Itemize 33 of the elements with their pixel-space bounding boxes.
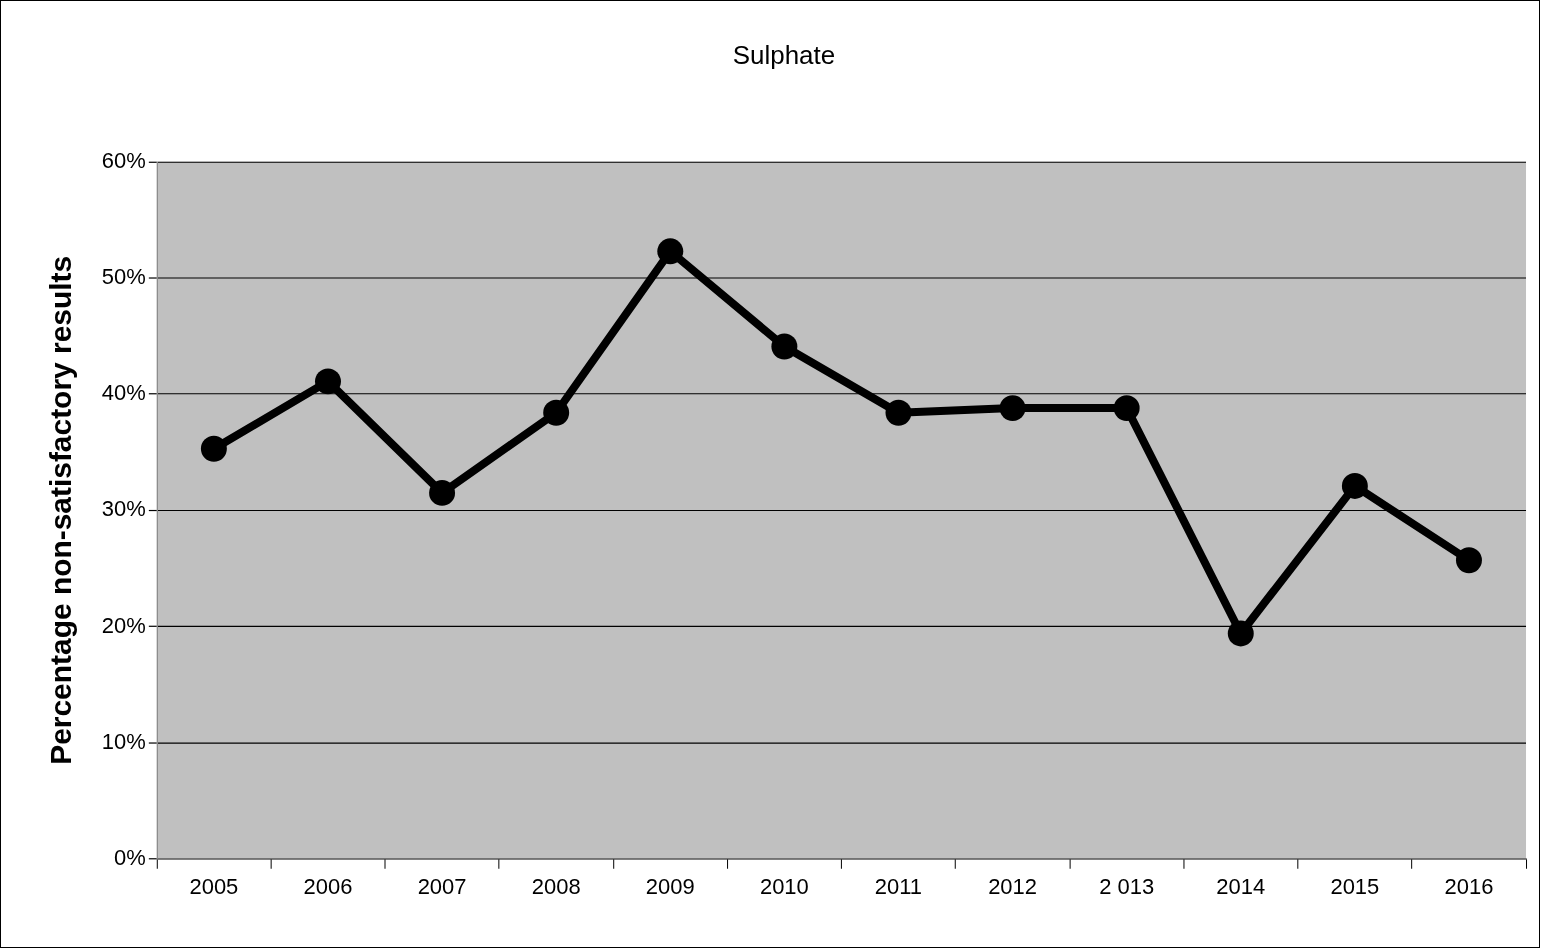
point [1341, 472, 1368, 499]
x-tick-label: 2 013 [1099, 873, 1155, 899]
x-tick-label: 2008 [531, 873, 581, 899]
point [314, 368, 341, 395]
y-tick-label: 20% [101, 612, 146, 638]
x-tick-label: 2006 [303, 873, 353, 899]
x-tick-label: 2010 [759, 873, 809, 899]
y-tick-label: 60% [101, 147, 146, 173]
y-tick-label: 50% [101, 264, 146, 290]
x-tick-label: 2009 [645, 873, 695, 899]
x-tick-label: 2005 [189, 873, 239, 899]
chart-title: Sulphate [732, 40, 836, 69]
point [999, 395, 1026, 422]
point [1455, 547, 1482, 574]
point [1227, 620, 1254, 647]
point [771, 333, 798, 360]
x-tick-label: 2007 [417, 873, 467, 899]
y-tick-label: 40% [101, 380, 146, 406]
y-tick-label: 10% [101, 728, 146, 754]
point [657, 238, 684, 265]
y-tick-label: 0% [114, 844, 146, 870]
point [543, 399, 570, 426]
x-tick-label: 2014 [1216, 873, 1266, 899]
point [429, 479, 456, 506]
x-tick-label: 2016 [1444, 873, 1494, 899]
y-tick-label: 30% [101, 496, 146, 522]
x-tick-label: 2011 [874, 873, 923, 899]
point [1113, 395, 1140, 422]
point [885, 399, 912, 426]
point [200, 435, 227, 462]
y-axis-title: Percentage non-satisfactory results [44, 255, 78, 765]
x-tick-label: 2012 [988, 873, 1037, 899]
x-tick-label: 2015 [1330, 873, 1380, 899]
